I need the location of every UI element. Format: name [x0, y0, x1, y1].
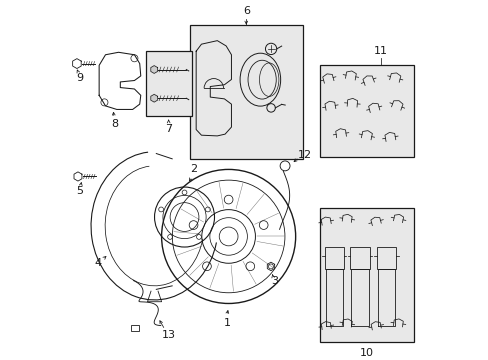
Text: 1: 1 — [223, 318, 230, 328]
Text: 10: 10 — [359, 348, 373, 358]
Bar — [320, 208, 413, 342]
Text: 8: 8 — [111, 119, 119, 129]
Polygon shape — [150, 94, 157, 102]
Bar — [189, 25, 302, 159]
Text: 2: 2 — [189, 165, 197, 174]
Text: 9: 9 — [76, 73, 83, 84]
Bar — [376, 247, 395, 269]
Text: 7: 7 — [165, 124, 172, 134]
Text: 13: 13 — [162, 330, 175, 340]
Text: 4: 4 — [94, 258, 102, 268]
Bar — [145, 51, 191, 117]
Text: 3: 3 — [270, 276, 277, 286]
Polygon shape — [150, 66, 157, 73]
Bar — [131, 325, 139, 331]
Bar — [349, 247, 369, 269]
Text: 11: 11 — [373, 45, 387, 55]
Bar — [324, 247, 343, 269]
Bar — [320, 66, 413, 157]
Text: 12: 12 — [297, 150, 311, 160]
Text: 5: 5 — [76, 186, 83, 196]
Text: 6: 6 — [242, 6, 249, 16]
